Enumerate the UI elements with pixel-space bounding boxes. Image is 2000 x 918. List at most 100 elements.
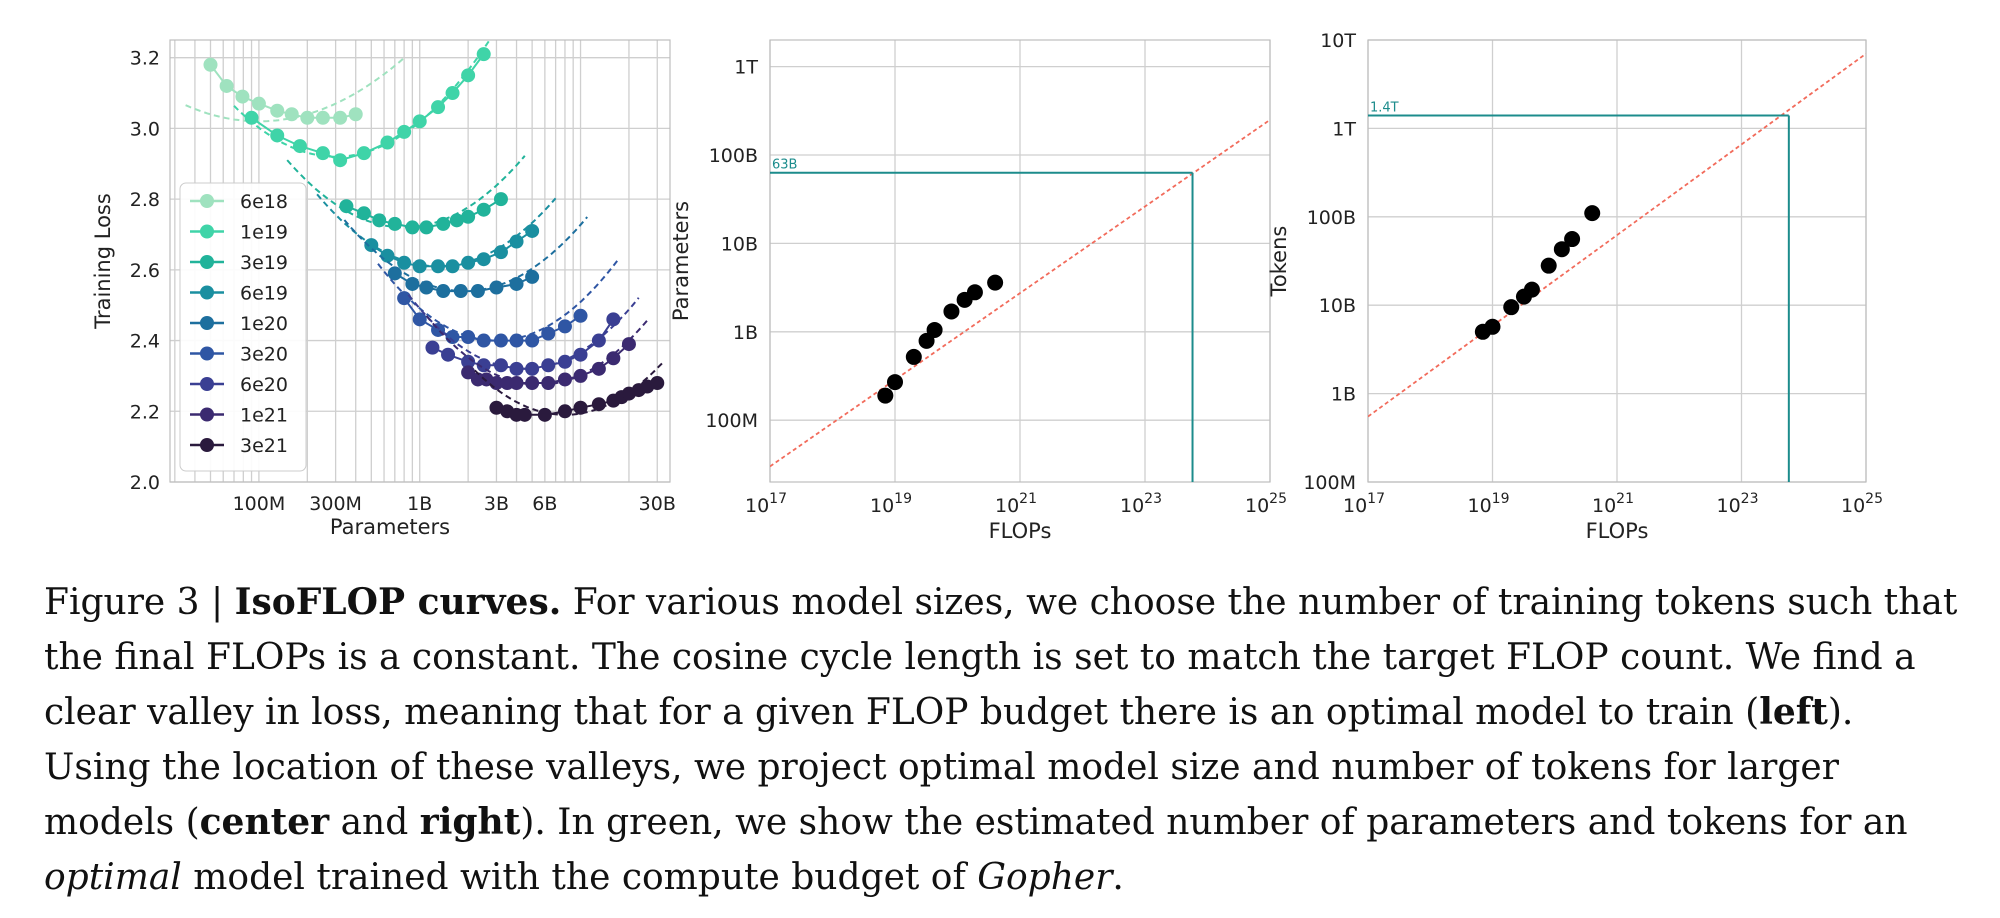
x-tick-base: 10: [1467, 495, 1491, 517]
x-tick-base: 10: [1343, 495, 1367, 517]
series-line-6e20: [432, 318, 615, 370]
data-point: [431, 259, 446, 274]
data-point: [943, 303, 960, 320]
x-tick-base: 10: [870, 495, 894, 517]
legend-entry-3e19: 3e19: [190, 252, 288, 274]
legend-entry-6e18: 6e18: [190, 191, 288, 213]
legend-marker: [200, 224, 214, 239]
legend-label: 3e21: [240, 435, 288, 457]
x-tick-exponent: 17: [1367, 491, 1385, 507]
data-point: [419, 220, 434, 235]
data-point: [525, 223, 540, 238]
legend-marker: [200, 407, 214, 422]
data-point: [591, 397, 606, 412]
data-point: [987, 274, 1004, 291]
data-point: [489, 280, 504, 295]
series-1e21: [425, 315, 649, 390]
data-point: [926, 321, 943, 338]
data-point: [650, 375, 665, 390]
y-tick-label: 100B: [709, 145, 758, 167]
data-point: [315, 146, 330, 161]
x-tick-base: 10: [995, 495, 1019, 517]
data-point: [573, 400, 588, 415]
data-point: [525, 333, 540, 348]
data-point: [1540, 257, 1557, 274]
data-point: [412, 114, 427, 129]
panel-center-frame: [769, 39, 1271, 483]
data-point: [489, 400, 504, 415]
fit-curve-3e19: [286, 155, 526, 229]
y-tick-label: 1B: [1331, 384, 1356, 406]
x-axis-label: FLOPs: [1586, 519, 1649, 543]
x-tick-label: 1025: [1245, 491, 1287, 517]
x-tick-label: 3B: [484, 493, 509, 515]
x-tick-exponent: 21: [1616, 491, 1634, 507]
data-point: [284, 107, 299, 122]
panel-right-frame: [1367, 39, 1867, 483]
data-point: [621, 337, 636, 352]
series-3e20: [377, 259, 619, 348]
data-layer: [1368, 52, 1866, 482]
data-point: [918, 332, 935, 349]
caption-italic-gopher: Gopher: [977, 857, 1113, 898]
data-point: [493, 192, 508, 207]
data-point: [387, 216, 402, 231]
y-tick-label: 2.0: [130, 472, 160, 494]
legend-marker: [200, 316, 214, 330]
data-point: [348, 107, 363, 122]
y-tick-label: 1B: [733, 322, 758, 344]
annotation-label: 63B: [772, 158, 797, 173]
data-point: [470, 284, 485, 299]
y-tick-label: 100M: [1303, 472, 1356, 494]
data-point: [203, 57, 218, 72]
data-point: [270, 103, 285, 118]
data-point: [445, 330, 460, 345]
legend-label: 1e19: [240, 222, 288, 244]
legend-box: [179, 182, 307, 472]
x-tick-base: 10: [1716, 495, 1740, 517]
figure-panels: 2.0 2.2 2.4 2.6 2.8 3.0 3.2 100M 300M 1B 3B 6B 30B 6e…: [91, 30, 1883, 543]
data-point: [525, 361, 540, 376]
x-tick-exponent: 25: [1269, 491, 1287, 507]
x-tick-exponent: 23: [1144, 491, 1162, 507]
legend-marker: [200, 346, 214, 361]
legend-marker: [200, 438, 214, 452]
legend-entry-1e21: 1e21: [190, 405, 288, 427]
caption-bold-left: left: [1759, 691, 1828, 733]
caption-text-4: ). In green, we show the estimated numbe…: [520, 802, 1908, 843]
data-point: [606, 312, 621, 327]
data-point: [509, 276, 524, 291]
x-tick-exponent: 19: [894, 491, 912, 507]
data-point: [541, 375, 556, 390]
data-point: [541, 326, 556, 341]
x-tick-label: 100M: [233, 493, 286, 515]
data-point: [557, 319, 572, 334]
y-tick-label: 2.8: [130, 189, 160, 211]
y-tick-label: 100M: [705, 410, 758, 432]
data-point: [966, 284, 983, 301]
series-3e21: [474, 360, 665, 422]
legend-entry-3e20: 3e20: [190, 344, 288, 366]
x-tick-label: 1B: [407, 493, 432, 515]
data-point: [333, 110, 348, 125]
legend-marker: [200, 194, 214, 208]
x-tick-label: 6B: [532, 493, 557, 515]
caption-italic-optimal: optimal: [44, 857, 182, 898]
isoflop-loss-panel: 2.0 2.2 2.4 2.6 2.8 3.0 3.2 100M 300M 1B 3B 6B 30B 6e…: [91, 39, 676, 539]
data-point: [525, 375, 540, 390]
x-tick-exponent: 23: [1741, 491, 1759, 507]
data-point: [419, 280, 434, 295]
fit-curve-3e20: [377, 259, 619, 342]
data-point: [573, 347, 588, 362]
x-tick-label: 1017: [1343, 491, 1385, 517]
y-axis-label: Tokens: [1267, 226, 1291, 298]
series-3e19: [286, 155, 526, 235]
data-point: [1523, 281, 1540, 298]
figure-caption: Figure 3 | IsoFLOP curves. For various m…: [44, 575, 1964, 905]
data-point: [573, 368, 588, 383]
legend-entry-6e20: 6e20: [190, 374, 288, 396]
data-point: [461, 255, 476, 270]
data-point: [235, 89, 250, 104]
data-point: [476, 333, 491, 348]
data-point: [441, 347, 456, 362]
